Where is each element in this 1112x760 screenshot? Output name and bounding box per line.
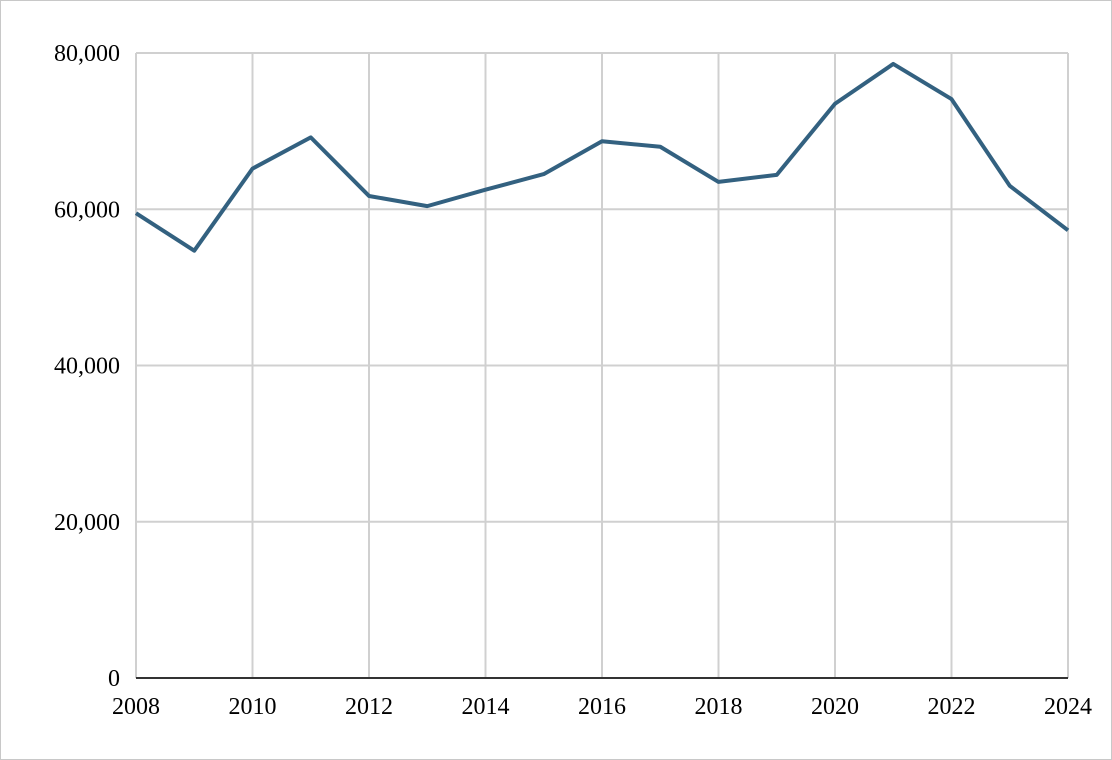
x-tick-label: 2008 bbox=[112, 694, 160, 720]
y-tick-label: 60,000 bbox=[54, 197, 120, 223]
x-tick-label: 2024 bbox=[1044, 694, 1092, 720]
x-tick-label: 2022 bbox=[928, 694, 976, 720]
y-tick-label: 20,000 bbox=[54, 510, 120, 536]
y-tick-label: 40,000 bbox=[54, 354, 120, 380]
x-tick-label: 2012 bbox=[345, 694, 393, 720]
x-tick-label: 2020 bbox=[811, 694, 859, 720]
x-tick-label: 2018 bbox=[695, 694, 743, 720]
x-tick-label: 2014 bbox=[462, 694, 510, 720]
y-tick-label: 0 bbox=[108, 666, 120, 692]
y-tick-label: 80,000 bbox=[54, 41, 120, 67]
x-tick-label: 2016 bbox=[578, 694, 626, 720]
data-line bbox=[134, 61, 1070, 253]
x-tick-label: 2010 bbox=[229, 694, 277, 720]
